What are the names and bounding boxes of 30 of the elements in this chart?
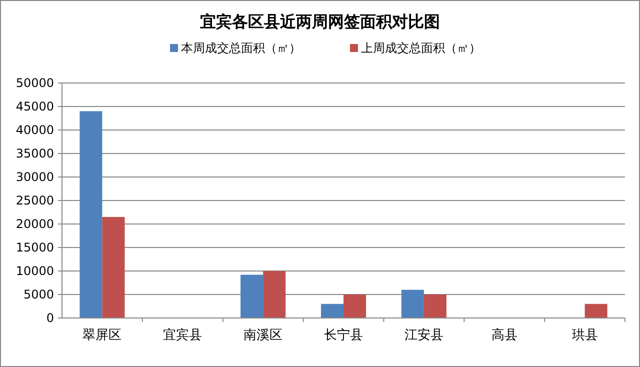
y-tick-label: 50000 [16, 76, 54, 90]
legend-label: 本周成交总面积（㎡） [181, 41, 301, 55]
chart-title: 宜宾各区县近两周网签面积对比图 [200, 12, 440, 31]
bar [584, 304, 608, 318]
x-tick-label: 珙县 [572, 328, 598, 343]
y-tick-label: 15000 [16, 240, 54, 255]
y-tick-label: 35000 [16, 146, 54, 161]
y-tick-label: 5000 [23, 288, 54, 302]
x-tick-label: 江安县 [404, 327, 444, 343]
bar [263, 271, 286, 318]
x-tick-label: 南溪区 [244, 328, 283, 343]
y-tick-label: 45000 [16, 100, 54, 114]
bar [102, 216, 125, 318]
x-tick-label: 宜宾县 [163, 327, 202, 343]
bar [320, 304, 344, 318]
x-tick-label: 高县 [491, 327, 518, 343]
y-tick-label: 40000 [16, 123, 54, 138]
bar [80, 111, 102, 318]
bar [344, 294, 366, 318]
bar [401, 290, 424, 318]
y-tick-label: 0 [46, 311, 54, 326]
y-tick-label: 30000 [16, 170, 54, 184]
y-tick-label: 25000 [16, 194, 54, 208]
x-tick-label: 长宁县 [324, 327, 363, 343]
bar [424, 294, 446, 318]
x-tick-label: 翠屏区 [82, 328, 122, 343]
y-tick-label: 10000 [16, 264, 54, 278]
y-tick-label: 20000 [16, 217, 54, 232]
legend-label: 上周成交总面积（㎡） [361, 41, 481, 55]
bar [240, 274, 264, 318]
